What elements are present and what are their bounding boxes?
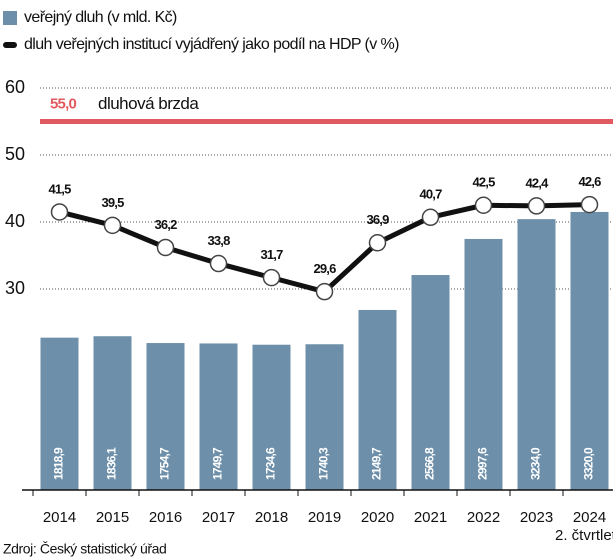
bar-value-label: 3320,0 bbox=[582, 447, 596, 480]
bar-value-label: 1734,6 bbox=[264, 447, 278, 480]
bar bbox=[411, 275, 450, 490]
line-value-label: 42,4 bbox=[525, 175, 549, 190]
y-tick-label: 40 bbox=[5, 211, 25, 231]
x-tick-label: 2017 bbox=[202, 509, 235, 526]
bar bbox=[93, 336, 132, 490]
line-marker bbox=[421, 208, 440, 227]
annotation-value: 55,0 bbox=[50, 95, 76, 112]
bar-value-label: 1754,7 bbox=[158, 447, 172, 480]
line-value-label: 36,9 bbox=[366, 212, 389, 227]
x-tick-label: 2021 bbox=[414, 509, 447, 526]
bar bbox=[570, 211, 609, 490]
source: Zdroj: Český statistický úřad bbox=[3, 541, 166, 557]
bar bbox=[199, 343, 238, 490]
legend-label: veřejný dluh (v mld. Kč) bbox=[24, 9, 177, 26]
bar bbox=[358, 309, 397, 490]
line-value-label: 33,8 bbox=[207, 233, 230, 248]
annotation-text: dluhová brzda bbox=[98, 94, 199, 113]
x-tick-note: 2. čtvrtletí bbox=[555, 527, 613, 544]
line-marker bbox=[474, 196, 493, 214]
line-marker bbox=[103, 216, 122, 235]
y-tick-label: 30 bbox=[5, 278, 25, 298]
line-marker bbox=[209, 254, 228, 273]
legend-swatch bbox=[3, 42, 17, 48]
line-marker bbox=[580, 195, 599, 214]
bar-value-label: 3234,0 bbox=[529, 447, 543, 480]
y-tick-label: 60 bbox=[5, 77, 25, 97]
bar bbox=[464, 238, 503, 490]
x-tick-label: 2023 bbox=[520, 509, 553, 526]
line-marker bbox=[50, 203, 69, 221]
line-value-label: 41,5 bbox=[48, 181, 71, 196]
line-value-label: 40,7 bbox=[419, 187, 442, 202]
x-tick-label: 2018 bbox=[255, 509, 288, 526]
bar-value-label: 2566,8 bbox=[423, 447, 437, 480]
line-value-label: 42,5 bbox=[472, 175, 495, 190]
x-tick-label: 2014 bbox=[43, 509, 76, 526]
bar-value-label: 1740,3 bbox=[317, 447, 331, 480]
x-tick-label: 2020 bbox=[361, 509, 394, 526]
x-tick-label: 2022 bbox=[467, 509, 500, 526]
line-marker bbox=[368, 234, 387, 252]
bar-value-label: 1818,9 bbox=[52, 447, 66, 480]
bar-value-label: 2997,6 bbox=[476, 447, 490, 480]
x-tick-label: 2024 bbox=[573, 509, 606, 526]
line-value-label: 36,2 bbox=[154, 217, 177, 232]
line-marker bbox=[527, 197, 546, 215]
line-marker bbox=[262, 268, 281, 287]
line-marker bbox=[156, 238, 175, 257]
x-tick-label: 2016 bbox=[149, 509, 182, 526]
line-value-label: 39,5 bbox=[101, 195, 124, 210]
legend-swatch bbox=[3, 11, 17, 25]
line-marker bbox=[315, 282, 334, 301]
bar-value-label: 1749,7 bbox=[211, 447, 225, 480]
bar bbox=[252, 344, 291, 490]
legend-label: dluh veřejných institucí vyjádřený jako … bbox=[24, 36, 399, 53]
bar bbox=[517, 219, 556, 490]
bar-value-label: 2149,7 bbox=[370, 447, 384, 480]
x-tick-label: 2019 bbox=[308, 509, 341, 526]
line bbox=[58, 202, 590, 295]
x-tick-label: 2015 bbox=[96, 509, 129, 526]
bar bbox=[40, 337, 79, 490]
bar bbox=[305, 344, 344, 490]
bar bbox=[146, 343, 185, 490]
line-value-label: 42,6 bbox=[578, 174, 601, 189]
line-value-label: 29,6 bbox=[313, 261, 336, 276]
bar-value-label: 1836,1 bbox=[105, 447, 119, 480]
line-value-label: 31,7 bbox=[260, 247, 283, 262]
y-tick-label: 50 bbox=[5, 144, 25, 164]
